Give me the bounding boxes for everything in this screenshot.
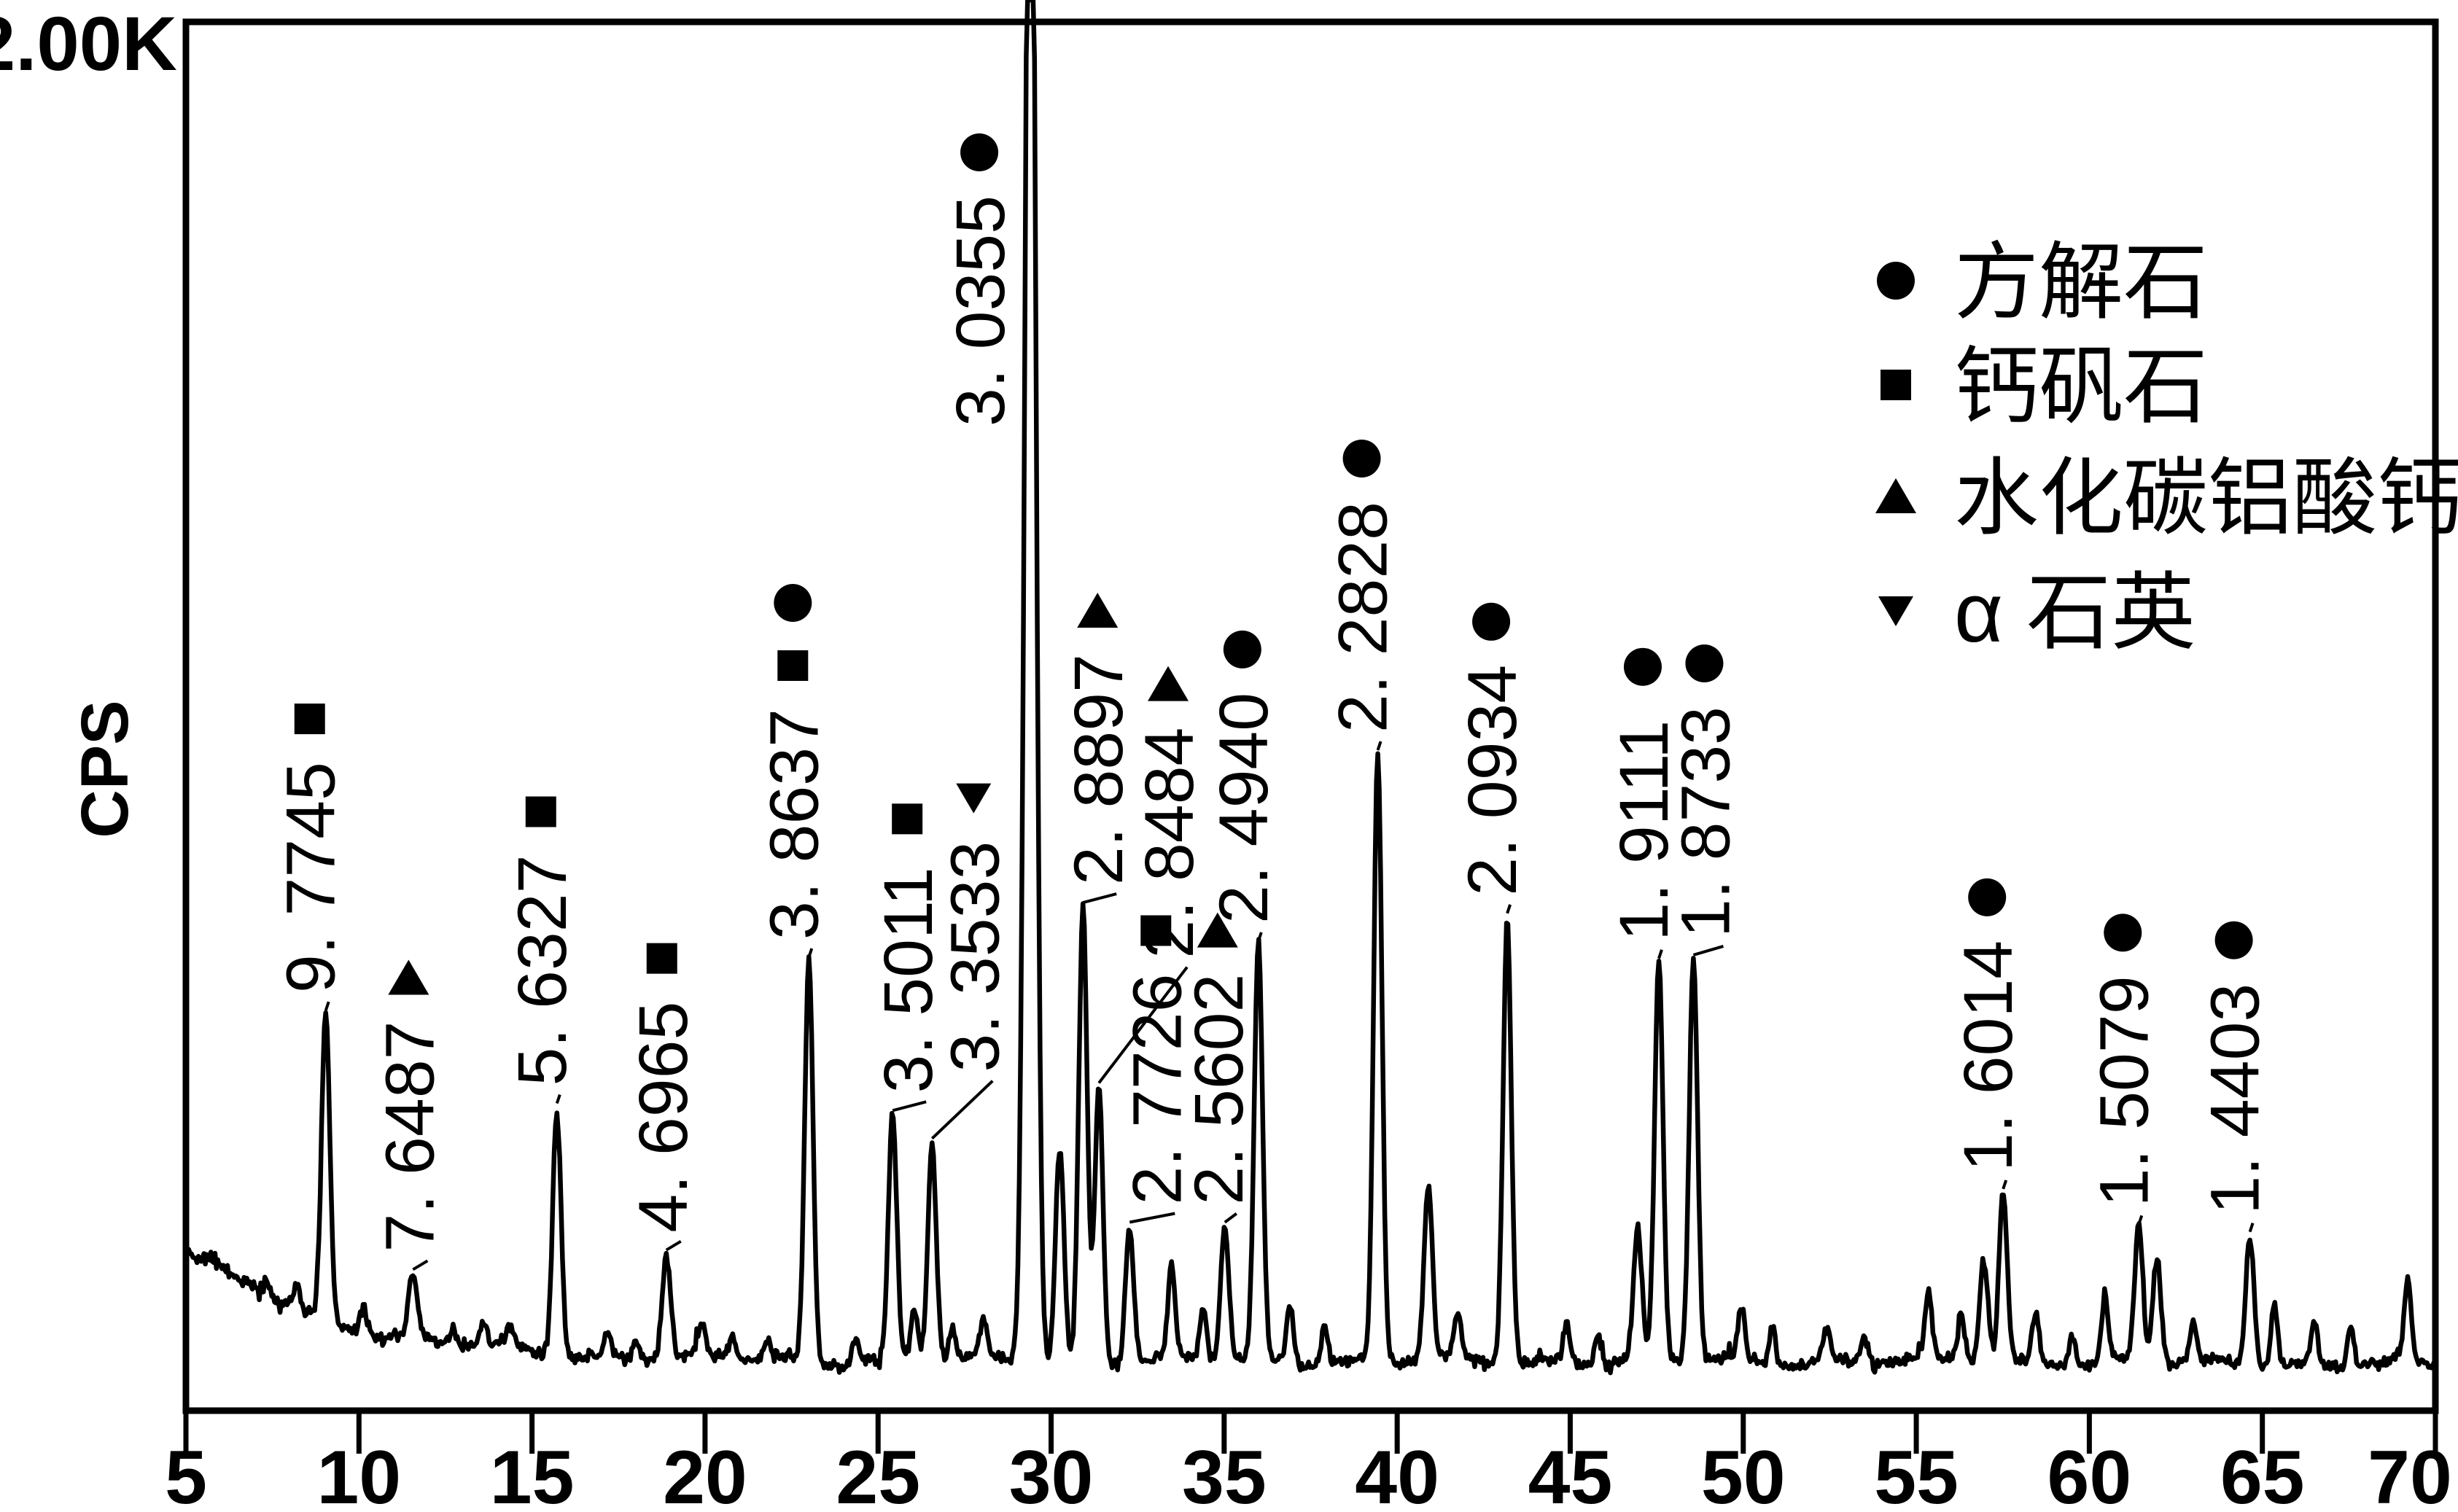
ettringite-marker-icon: [1140, 915, 1172, 946]
peak-leader-line: [1097, 966, 1189, 1084]
calcite-marker-icon: [1877, 262, 1915, 300]
peak-d-spacing-label: 2. 2828: [1325, 502, 1402, 733]
peak-leader-line: [555, 1094, 561, 1104]
ettringite-marker-icon: [777, 650, 809, 681]
peak-d-spacing-label: 3. 5011: [870, 867, 947, 1093]
x-tick-label: 50: [1701, 1435, 1786, 1512]
peak-leader-line: [1082, 892, 1117, 904]
peak-d-spacing-label: 2. 7726: [1119, 974, 1196, 1205]
peak-leader-line: [1129, 1212, 1175, 1224]
y-axis-label: CPS: [68, 700, 142, 838]
x-tick-label: 35: [1182, 1435, 1267, 1512]
peak-d-spacing-label: 9. 7745: [273, 762, 350, 993]
peak-leader-line: [324, 1001, 330, 1011]
carboaluminate-marker-icon: [388, 959, 429, 995]
peak-leader-line: [1657, 949, 1663, 959]
legend-item-label: 钙矾石: [1954, 339, 2208, 434]
ettringite-marker-icon: [646, 943, 677, 974]
peak-d-spacing-label: 5. 6327: [504, 855, 581, 1086]
y-scale-label: 2.00K: [0, 1, 177, 87]
plot-border: [182, 18, 2439, 1414]
diffractogram-trace: [183, 0, 2438, 1376]
carboaluminate-marker-icon: [1197, 912, 1238, 948]
peak-leader-line: [1692, 945, 1724, 956]
peak-leader-line: [2137, 1215, 2144, 1225]
calcite-marker-icon: [1685, 644, 1724, 682]
x-tick-label: 30: [1009, 1435, 1094, 1512]
carboaluminate-marker-icon: [1875, 478, 1916, 513]
peak-leader-line: [2002, 1180, 2008, 1190]
x-tick-label: 45: [1528, 1435, 1613, 1512]
peak-d-spacing-label: 1. 4403: [2197, 983, 2274, 1215]
legend-item-label: 方解石: [1954, 235, 2208, 330]
peak-d-spacing-label: 1. 6014: [1950, 940, 2027, 1172]
peak-d-spacing-label: 2. 4940: [1205, 693, 1283, 924]
calcite-marker-icon: [1968, 878, 2007, 916]
calcite-marker-icon: [2214, 921, 2253, 959]
peak-d-spacing-label: 2. 0934: [1454, 665, 1531, 896]
carboaluminate-marker-icon: [1148, 666, 1189, 701]
peak-leader-line: [1376, 741, 1382, 751]
peak-d-spacing-label: 7. 6487: [371, 1021, 448, 1252]
ettringite-marker-icon: [294, 704, 325, 735]
peak-leader-line: [930, 1080, 994, 1140]
ettringite-marker-icon: [525, 796, 556, 827]
legend-item-label: α 石英: [1954, 565, 2196, 660]
x-tick-label: 70: [2368, 1435, 2452, 1512]
x-tick-label: 20: [663, 1435, 747, 1512]
peak-leader-line: [1256, 932, 1263, 942]
quartz-marker-icon: [956, 783, 992, 814]
x-tick-label: 65: [2220, 1435, 2305, 1512]
peak-leader-line: [1224, 1212, 1237, 1224]
x-tick-label: 40: [1355, 1435, 1439, 1512]
peak-d-spacing-label: 4. 6965: [625, 1002, 702, 1233]
peak-d-spacing-label: 3. 3533: [936, 841, 1014, 1072]
peak-d-spacing-label: 2. 8897: [1060, 654, 1137, 885]
calcite-marker-icon: [960, 133, 999, 171]
calcite-marker-icon: [1623, 647, 1662, 686]
x-tick-label: 5: [165, 1435, 207, 1512]
calcite-marker-icon: [2104, 913, 2142, 952]
ettringite-marker-icon: [892, 803, 923, 835]
calcite-marker-icon: [1472, 602, 1511, 641]
ettringite-marker-icon: [1881, 370, 1911, 400]
calcite-marker-icon: [774, 583, 812, 622]
peak-leader-line: [807, 948, 814, 958]
peak-d-spacing-label: 1. 8733: [1667, 706, 1744, 938]
x-tick-label: 60: [2047, 1435, 2132, 1512]
x-tick-label: 15: [490, 1435, 575, 1512]
peak-d-spacing-label: 1. 5079: [2085, 975, 2163, 1207]
quartz-marker-icon: [1878, 596, 1913, 626]
peak-leader-line: [892, 1100, 927, 1112]
peak-leader-line: [412, 1259, 429, 1271]
peak-d-spacing-label: 1. 9111: [1606, 720, 1683, 941]
legend-item-label: 水化碳铝酸钙: [1954, 451, 2458, 545]
calcite-marker-icon: [1223, 630, 1261, 669]
peak-leader-line: [2248, 1223, 2255, 1233]
x-tick-label: 10: [316, 1435, 401, 1512]
x-tick-label: 55: [1874, 1435, 1959, 1512]
peak-d-spacing-label: 3. 8637: [755, 709, 833, 940]
calcite-marker-icon: [1342, 439, 1381, 478]
carboaluminate-marker-icon: [1077, 593, 1119, 628]
peak-leader-line: [1506, 904, 1512, 914]
peak-d-spacing-label: 3. 0355: [942, 195, 1019, 426]
x-tick-label: 25: [836, 1435, 920, 1512]
peak-leader-line: [665, 1239, 682, 1252]
peak-d-spacing-label: 2. 5602: [1181, 974, 1258, 1205]
